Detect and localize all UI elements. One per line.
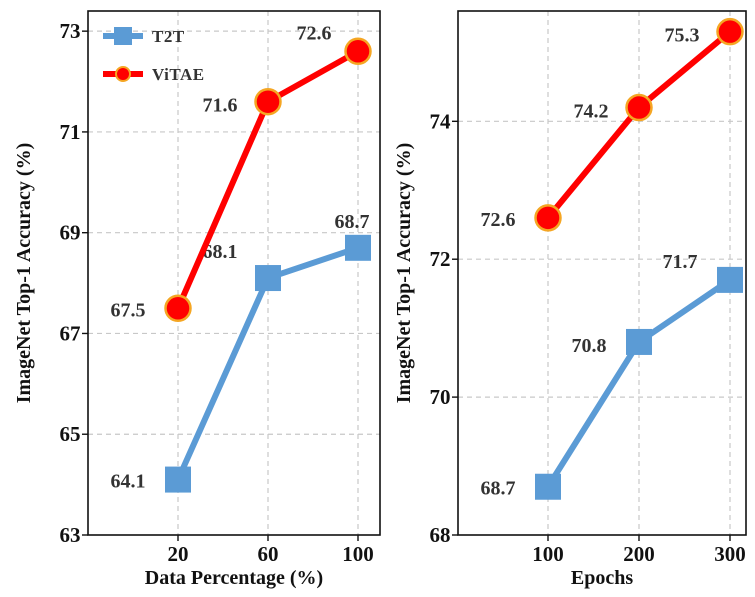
data-label-vitae: 75.3	[665, 25, 700, 47]
data-label-t2t: 70.8	[572, 335, 607, 357]
data-point-t2t	[626, 328, 652, 355]
data-point-vitae	[344, 37, 372, 66]
data-point-vitae	[625, 93, 653, 122]
data-label-t2t: 68.7	[481, 478, 516, 500]
y-axis-label: ImageNet Top-1 Accuracy (%)	[13, 143, 35, 404]
y-tick-label: 74	[430, 109, 452, 133]
y-axis-label: ImageNet Top-1 Accuracy (%)	[393, 143, 415, 404]
x-tick-label: 100	[342, 542, 374, 566]
data-label-vitae: 72.6	[297, 22, 332, 44]
data-point-t2t	[255, 265, 281, 292]
x-tick-label: 300	[714, 542, 746, 566]
legend-marker-vitae	[115, 66, 131, 82]
plot-frame	[457, 10, 747, 536]
x-tick-label: 100	[532, 542, 564, 566]
y-tick-label: 67	[60, 321, 81, 345]
x-axis-label: Epochs	[571, 567, 633, 589]
x-tick-label: 20	[168, 542, 189, 566]
x-axis-label: Data Percentage (%)	[145, 567, 323, 589]
data-label-vitae: 74.2	[574, 101, 609, 123]
legend-label-vitae: ViTAE	[152, 65, 205, 84]
data-label-vitae: 72.6	[481, 209, 516, 231]
data-label-t2t: 71.7	[663, 251, 698, 273]
y-tick-label: 73	[60, 19, 81, 43]
x-tick-label: 200	[623, 542, 655, 566]
data-point-vitae	[716, 17, 744, 46]
data-label-t2t: 64.1	[111, 471, 146, 493]
data-label-vitae: 71.6	[203, 95, 238, 117]
y-tick-label: 72	[430, 247, 451, 271]
y-tick-label: 70	[430, 385, 451, 409]
legend-label-t2t: T2T	[152, 27, 185, 46]
y-tick-label: 69	[60, 221, 81, 245]
data-point-t2t	[345, 234, 371, 261]
legend: T2T ViTAE	[103, 27, 205, 84]
y-tick-label: 68	[430, 523, 451, 547]
y-tick-label: 65	[60, 422, 81, 446]
chart-epochs: 68 70 72 74 100 200 300 Epochs ImageNet Top-1 Ac…	[393, 10, 747, 589]
legend-marker-t2t	[114, 27, 132, 45]
data-point-vitae	[164, 294, 192, 323]
data-point-vitae	[254, 87, 282, 116]
data-point-t2t	[165, 466, 191, 493]
data-label-t2t: 68.7	[335, 211, 370, 233]
data-point-vitae	[534, 204, 562, 232]
chart-data-percentage: 63 65 67 69 71 73 20 60 100 Data Percentage (%) Im…	[13, 10, 381, 589]
plot-frame	[87, 10, 381, 536]
data-label-vitae: 67.5	[111, 299, 146, 321]
data-point-t2t	[535, 473, 561, 500]
x-tick-label: 60	[258, 542, 279, 566]
data-label-t2t: 68.1	[203, 241, 238, 263]
y-tick-label: 63	[60, 523, 81, 547]
data-point-t2t	[717, 266, 743, 293]
y-tick-label: 71	[60, 120, 81, 144]
